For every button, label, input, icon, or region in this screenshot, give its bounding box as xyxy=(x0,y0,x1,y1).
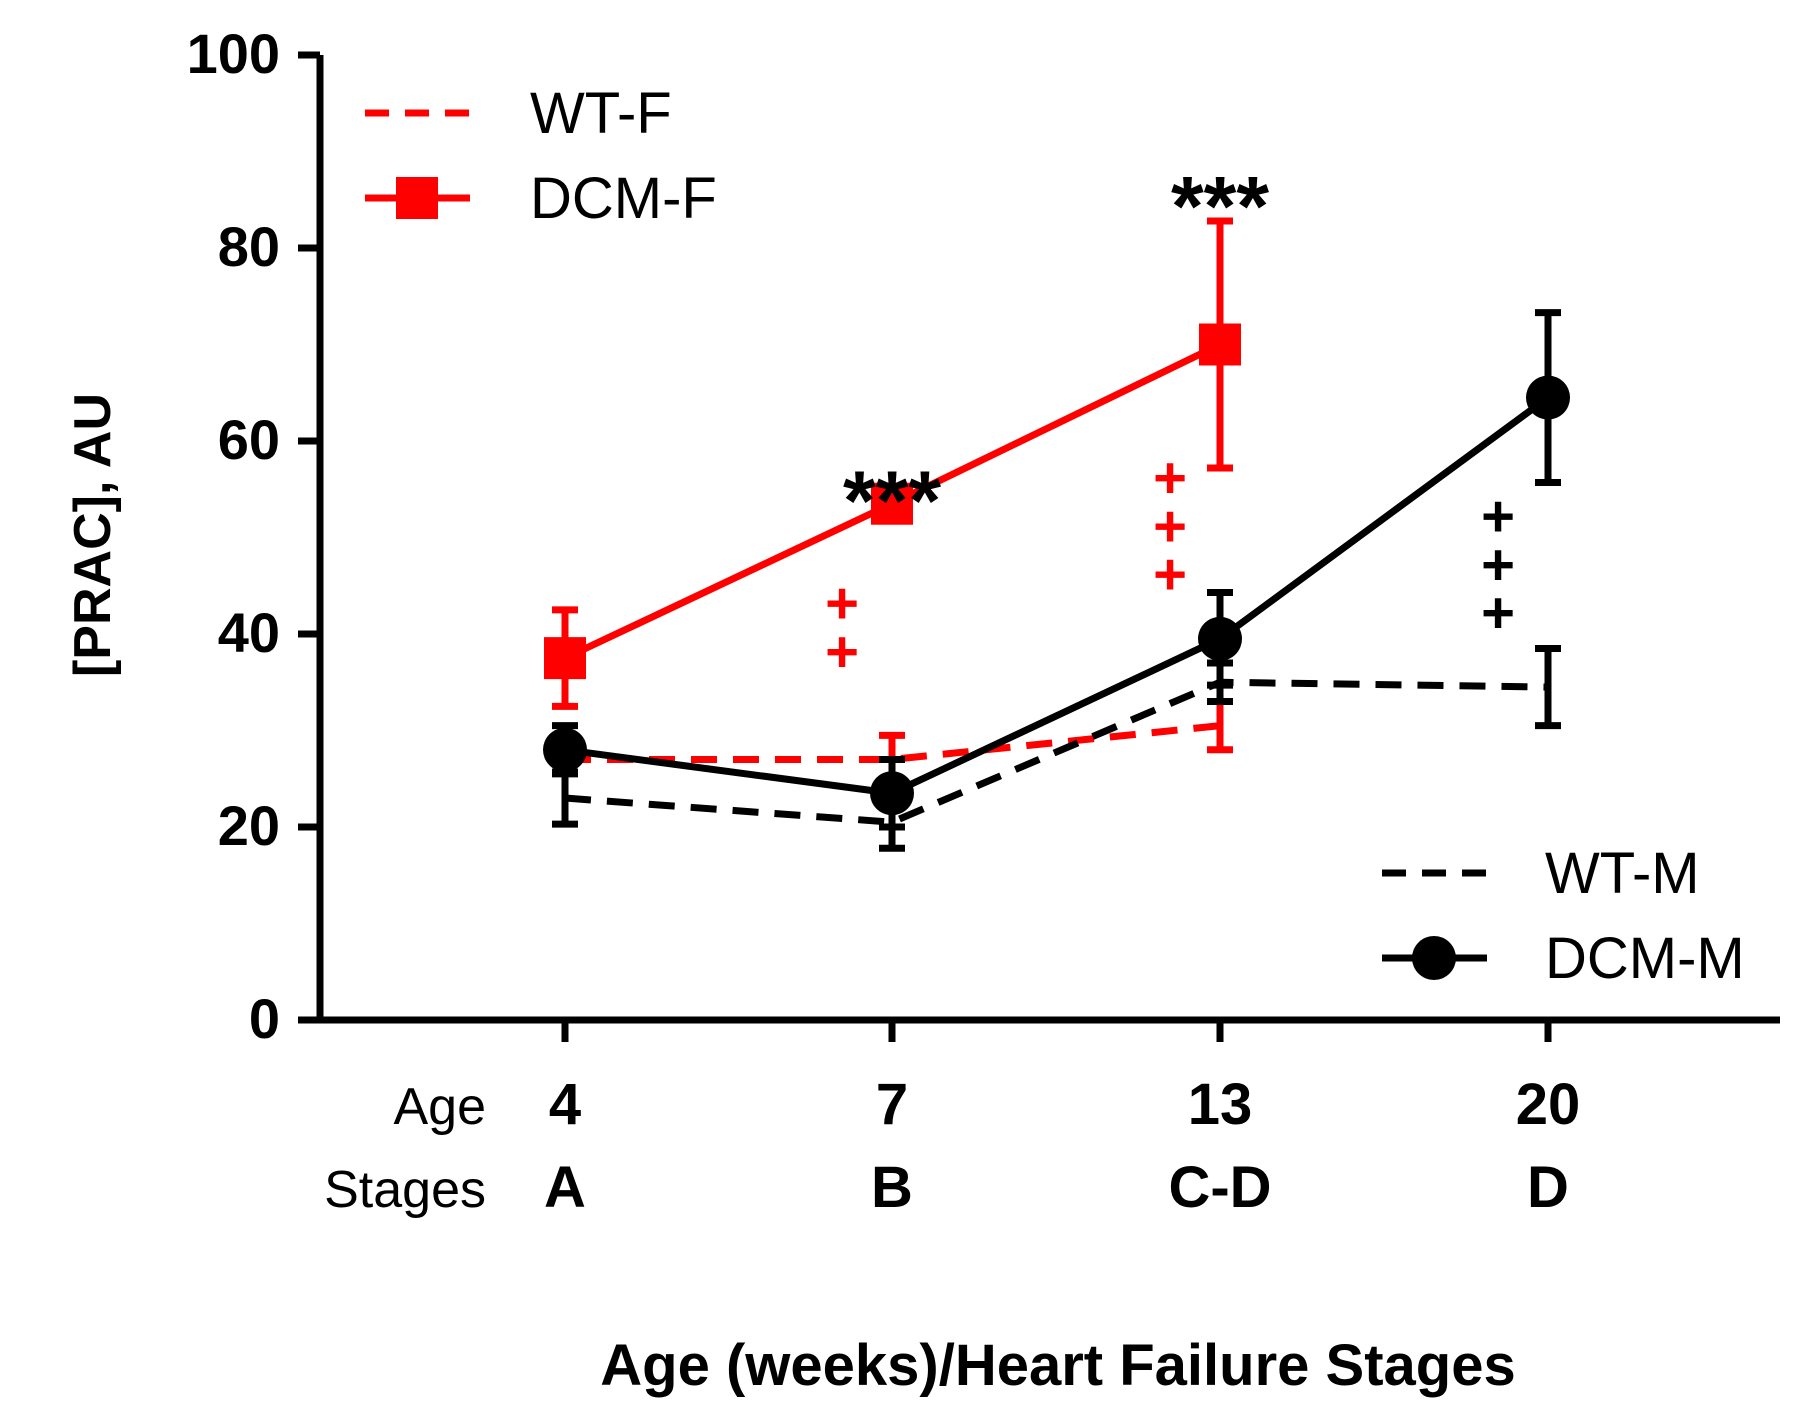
significance-stars: *** xyxy=(1171,159,1269,253)
significance-plus: + xyxy=(825,571,859,636)
series-dcm-m xyxy=(543,309,1570,831)
x-axis-title: Age (weeks)/Heart Failure Stages xyxy=(600,1333,1515,1398)
significance-plus: + xyxy=(1481,484,1515,549)
stages-row-label: Stages xyxy=(324,1161,486,1219)
legend-label-wt-f: WT-F xyxy=(530,81,672,146)
series-line-wt-f xyxy=(565,722,1221,763)
data-point-dcm-f xyxy=(871,482,913,525)
significance-plus: + xyxy=(1153,542,1187,607)
data-point-dcm-m xyxy=(1198,616,1242,661)
x-tick-label: 13 xyxy=(1188,1072,1253,1137)
y-tick-label: 80 xyxy=(218,215,280,278)
significance-plus: + xyxy=(825,619,859,684)
legend-label-dcm-m: DCM-M xyxy=(1545,926,1745,991)
legend-label-dcm-f: DCM-F xyxy=(530,166,717,231)
y-tick-label: 40 xyxy=(218,601,280,664)
data-point-dcm-m xyxy=(1526,375,1570,420)
series-layer xyxy=(543,217,1570,852)
y-axis-title: [PRAC], AU xyxy=(64,393,122,677)
x-tick-label: 4 xyxy=(549,1072,581,1137)
y-tick-label: 0 xyxy=(249,987,280,1050)
significance-plus: + xyxy=(1153,494,1187,559)
significance-stars: *** xyxy=(843,453,941,547)
legend-marker-dcm-m xyxy=(1412,936,1456,980)
data-point-dcm-m xyxy=(870,771,914,816)
legend-bottom-right: WT-M DCM-M xyxy=(1382,841,1745,991)
series-wt-m xyxy=(552,644,1561,852)
stage-label: B xyxy=(871,1155,913,1220)
stage-label: D xyxy=(1527,1155,1569,1220)
legend-marker-dcm-f xyxy=(396,177,438,219)
series-wt-f xyxy=(565,698,1233,788)
stage-label: A xyxy=(544,1155,586,1220)
series-line-dcm-m xyxy=(564,394,1551,797)
age-row-label: Age xyxy=(393,1078,486,1136)
x-tick-label: 7 xyxy=(876,1072,908,1137)
y-tick-label: 100 xyxy=(187,22,280,85)
legend-label-wt-m: WT-M xyxy=(1545,841,1700,906)
data-point-dcm-f xyxy=(1199,323,1241,366)
annotations: ******++++++++ xyxy=(825,159,1515,684)
legend-top-left: WT-F DCM-F xyxy=(365,81,717,231)
series-line-wt-m xyxy=(564,678,1549,826)
y-tick-label: 20 xyxy=(218,794,280,857)
stage-label: C-D xyxy=(1168,1155,1271,1220)
series-dcm-f xyxy=(544,217,1241,710)
significance-plus: + xyxy=(1481,532,1515,597)
data-point-dcm-m xyxy=(543,727,587,772)
y-tick-label: 60 xyxy=(218,408,280,471)
data-point-dcm-f xyxy=(544,637,586,680)
x-tick-label: 20 xyxy=(1516,1072,1581,1137)
significance-plus: + xyxy=(1153,446,1187,511)
significance-plus: + xyxy=(1481,581,1515,646)
axes: 0 20 40 60 80 100 4 A 7 B 13 C-D 20 D xyxy=(187,22,1780,1220)
